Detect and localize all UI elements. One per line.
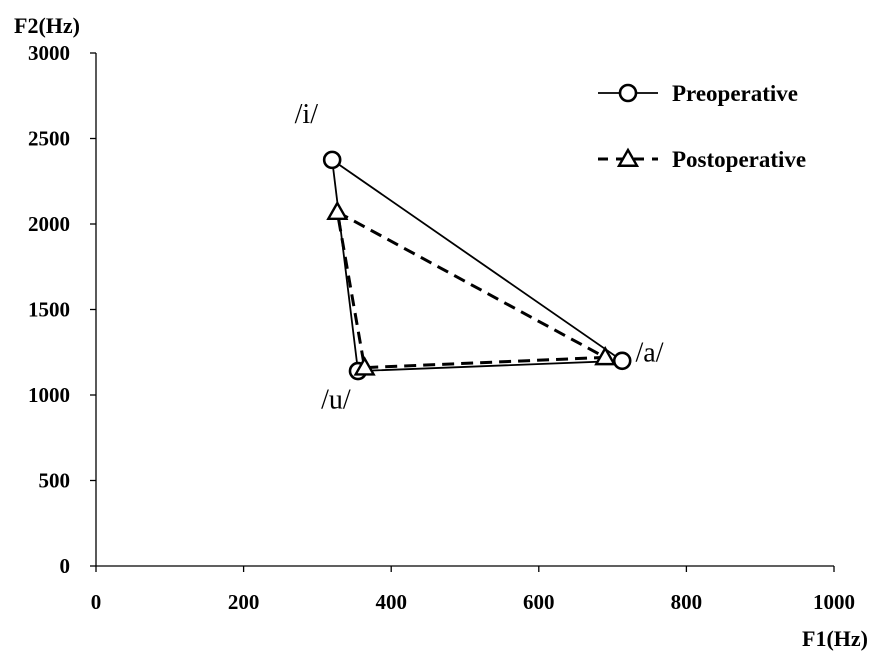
axes [90,52,835,572]
y-tick-label: 2000 [28,212,70,236]
vowel-label: /u/ [321,385,351,416]
series-preoperative [322,150,632,381]
vowel-label: /i/ [295,99,319,130]
y-axis-title: F2(Hz) [14,13,80,38]
y-tick-label: 500 [39,469,71,493]
legend-marker [616,147,640,167]
legend-item: Preoperative [598,81,798,106]
legend-marker [618,83,638,103]
legend-item: Postoperative [598,147,806,172]
y-tick-label: 1500 [28,298,70,322]
series-postoperative [326,200,617,376]
data-series [322,150,632,381]
legend-label: Postoperative [672,147,806,172]
data-point-triangle [326,200,349,220]
y-tick-label: 3000 [28,41,70,65]
legend-label: Preoperative [672,81,798,106]
y-tick-label: 0 [60,554,71,578]
x-axis-title: F1(Hz) [802,626,868,651]
data-point-circle [612,351,632,371]
x-tick-label: 1000 [813,590,855,614]
tick-labels: 0 200 400 600 800 1000 0 500 1000 1500 2000 2500 300… [28,41,855,614]
series-line [331,159,625,372]
series-line [335,210,611,370]
data-point-triangle [353,356,376,376]
vowel-label: /a/ [636,338,664,369]
x-tick-label: 800 [671,590,703,614]
x-tick-label: 200 [228,590,260,614]
x-tick-label: 400 [375,590,407,614]
y-tick-label: 2500 [28,127,70,151]
legend: Preoperative Postoperative [598,81,806,172]
vowel-annotations: /i/ /a/ /u/ [295,99,664,416]
x-tick-label: 600 [523,590,555,614]
x-tick-label: 0 [91,590,102,614]
data-point-circle [322,150,342,170]
data-point-triangle [594,345,617,366]
y-tick-label: 1000 [28,383,70,407]
